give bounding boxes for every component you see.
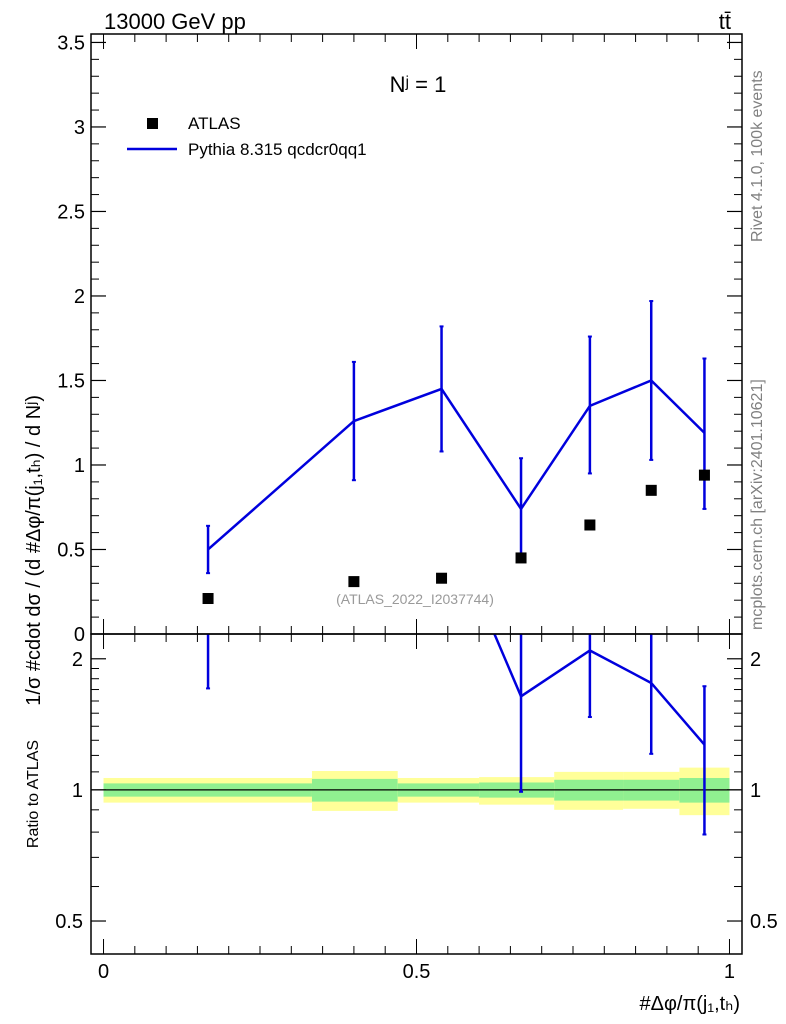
ratio-ytick-label-right: 1 xyxy=(750,780,761,802)
main-ylabel: 1/σ #cdot dσ / (d #Δφ/π(j₁,tₕ) / d Nʲ) xyxy=(23,395,45,706)
main-ytick-label: 1.5 xyxy=(57,370,85,392)
main-ytick-label: 3 xyxy=(74,117,85,139)
mcplots-label: mcplots.cern.ch [arXiv:2401.10621] xyxy=(749,379,766,630)
main-ytick-label: 1 xyxy=(74,455,85,477)
atlas-data-point xyxy=(436,572,448,584)
main-ytick-label: 0.5 xyxy=(57,539,85,561)
ratio-ytick-label: 1 xyxy=(72,780,83,802)
legend-atlas-marker xyxy=(147,118,158,129)
atlas-data-point xyxy=(584,519,596,531)
ratio-frame xyxy=(90,633,743,955)
energy-label: 13000 GeV pp xyxy=(104,9,246,34)
main-title: Nʲ = 1 xyxy=(390,72,447,97)
legend-atlas-label: ATLAS xyxy=(188,114,241,133)
atlas-data-point xyxy=(348,576,360,588)
atlas-data-point xyxy=(645,484,657,496)
main-ytick-label: 3.5 xyxy=(57,32,85,54)
process-label: tt̄ xyxy=(719,9,731,34)
ratio-xtick-label: 1 xyxy=(724,961,735,983)
main-series xyxy=(202,300,710,605)
ratio-xtick-label: 0 xyxy=(98,961,109,983)
atlas-data-point xyxy=(515,552,527,564)
ratio-ytick-label-right: 0.5 xyxy=(750,911,778,933)
analysis-watermark: (ATLAS_2022_I2037744) xyxy=(336,591,494,607)
ratio-ytick-label: 2 xyxy=(72,649,83,671)
ratio-xlabel: #Δφ/π(j₁,tₕ) xyxy=(639,993,740,1015)
ratio-xtick-label: 0.5 xyxy=(403,961,431,983)
ratio-ytick-label-right: 2 xyxy=(750,649,761,671)
legend: ATLAS Pythia 8.315 qcdcr0qq1 xyxy=(127,114,367,159)
ratio-panel: 0.5 0.5 1 1 2 2 0 0.5 1 Ratio to ATLAS #Δφ/π(j₁,… xyxy=(25,633,778,1015)
ratio-series xyxy=(206,634,707,836)
ratio-ytick-label: 0.5 xyxy=(55,911,83,933)
ratio-ticks: 0.5 0.5 1 1 2 2 0 0.5 1 xyxy=(55,634,778,983)
pythia-line xyxy=(207,379,706,551)
atlas-data-point xyxy=(202,593,214,605)
ratio-series-clipped xyxy=(206,634,707,836)
ratio-bands xyxy=(91,767,742,816)
atlas-data-point xyxy=(698,469,710,481)
ratio-ylabel: Ratio to ATLAS xyxy=(25,740,42,848)
rivet-label: Rivet 4.1.0, 100k events xyxy=(749,70,766,242)
main-ytick-label: 2 xyxy=(74,286,85,308)
main-panel: 0.5 1 1.5 2 2.5 3 3.5 0 Nʲ = 1 (ATLAS_2022_I203… xyxy=(23,32,743,706)
ratio-line xyxy=(493,634,706,746)
legend-pythia-label: Pythia 8.315 qcdcr0qq1 xyxy=(188,140,367,159)
main-ticks: 0.5 1 1.5 2 2.5 3 3.5 0 xyxy=(57,32,742,646)
main-ytick-label: 2.5 xyxy=(57,201,85,223)
main-ytick-origin-label: 0 xyxy=(74,624,85,646)
